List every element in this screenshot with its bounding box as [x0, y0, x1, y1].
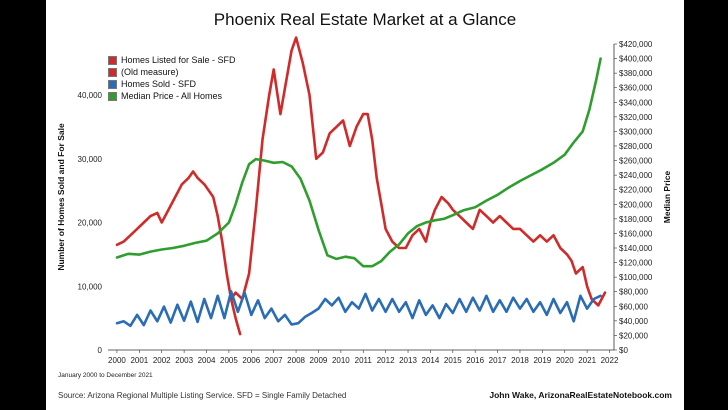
x-tick-label: 2003 [175, 356, 193, 365]
y-axis-label: Number of Homes Sold and For Sale [56, 123, 66, 271]
y-tick-label: 0 [98, 346, 103, 355]
y-tick-label: 30,000 [78, 155, 103, 164]
x-tick-label: 2018 [511, 356, 529, 365]
slide: Phoenix Real Estate Market at a Glance 2… [46, 0, 684, 410]
y2-axis-label: Median Price [662, 171, 672, 224]
x-tick-label: 2002 [153, 356, 171, 365]
legend-item-sold: Homes Sold - SFD [108, 78, 236, 90]
y2-tick-label: $280,000 [619, 142, 653, 151]
y2-tick-label: $240,000 [619, 171, 653, 180]
y2-tick-label: $80,000 [619, 288, 648, 297]
legend-label-sold: Homes Sold - SFD [121, 79, 197, 89]
x-tick-label: 2008 [287, 356, 305, 365]
y2-tick-label: $20,000 [619, 331, 648, 340]
x-tick-label: 2019 [533, 356, 551, 365]
legend: Homes Listed for Sale - SFD (Old measure… [108, 54, 236, 102]
legend-label-listed: Homes Listed for Sale - SFD [121, 55, 236, 65]
y2-tick-label: $40,000 [619, 317, 648, 326]
y2-tick-label: $0 [619, 346, 628, 355]
x-tick-label: 2022 [601, 356, 619, 365]
x-tick-label: 2015 [444, 356, 462, 365]
author-credit: John Wake, ArizonaRealEstateNotebook.com [489, 390, 672, 400]
x-tick-label: 2010 [332, 356, 350, 365]
legend-item-old-measure: (Old measure) [108, 66, 236, 78]
y2-tick-label: $120,000 [619, 259, 653, 268]
legend-swatch-listed [108, 55, 117, 65]
x-tick-label: 2016 [466, 356, 484, 365]
series-line-homes-sold-sfd [115, 290, 602, 328]
legend-label-median: Median Price - All Homes [121, 91, 223, 101]
y2-tick-label: $220,000 [619, 186, 653, 195]
x-tick-label: 2020 [556, 356, 574, 365]
y-tick-label: 40,000 [78, 91, 103, 100]
y2-tick-label: $340,000 [619, 98, 653, 107]
y2-tick-label: $360,000 [619, 84, 653, 93]
legend-swatch-median [108, 91, 117, 101]
legend-swatch-sold [108, 79, 117, 89]
series-line-homes-listed-for-sale-sfd [229, 36, 607, 307]
x-tick-label: 2012 [377, 356, 395, 365]
y2-tick-label: $200,000 [619, 200, 653, 209]
y2-tick-label: $60,000 [619, 302, 648, 311]
x-tick-label: 2014 [422, 356, 440, 365]
x-tick-label: 2017 [489, 356, 507, 365]
x-tick-label: 2009 [310, 356, 328, 365]
x-tick-label: 2006 [242, 356, 260, 365]
legend-item-median: Median Price - All Homes [108, 90, 236, 102]
y2-tick-label: $400,000 [619, 55, 653, 64]
source-note: Source: Arizona Regional Multiple Listin… [58, 391, 347, 400]
x-tick-label: 2000 [108, 356, 126, 365]
x-tick-label: 2001 [130, 356, 148, 365]
series-line-median-price-all-homes [115, 57, 602, 268]
y2-tick-label: $100,000 [619, 273, 653, 282]
x-tick-label: 2011 [355, 356, 373, 365]
x-tick-label: 2021 [578, 356, 596, 365]
y2-tick-label: $380,000 [619, 69, 653, 78]
y2-tick-label: $420,000 [619, 40, 653, 49]
legend-swatch-old-measure [108, 67, 117, 77]
x-tick-label: 2005 [220, 356, 238, 365]
y2-tick-label: $260,000 [619, 157, 653, 166]
legend-item-listed: Homes Listed for Sale - SFD [108, 54, 236, 66]
chart-svg: 2000 2001 2002 2003 2004 2005 2006 2007 2008 2009… [56, 36, 672, 365]
y2-tick-label: $140,000 [619, 244, 653, 253]
date-range-note: January 2000 to December 2021 [58, 372, 153, 379]
x-tick-label: 2007 [265, 356, 283, 365]
y2-tick-label: $300,000 [619, 127, 653, 136]
x-tick-label: 2004 [198, 356, 216, 365]
legend-label-old-measure: (Old measure) [121, 67, 179, 77]
y2-tick-label: $160,000 [619, 229, 653, 238]
series-line-old-measure [115, 170, 242, 336]
y-tick-label: 20,000 [78, 219, 103, 228]
y2-tick-label: $320,000 [619, 113, 653, 122]
x-tick-label: 2013 [399, 356, 417, 365]
chart-title: Phoenix Real Estate Market at a Glance [213, 10, 517, 29]
y-tick-label: 10,000 [78, 282, 103, 291]
y2-tick-label: $180,000 [619, 215, 653, 224]
